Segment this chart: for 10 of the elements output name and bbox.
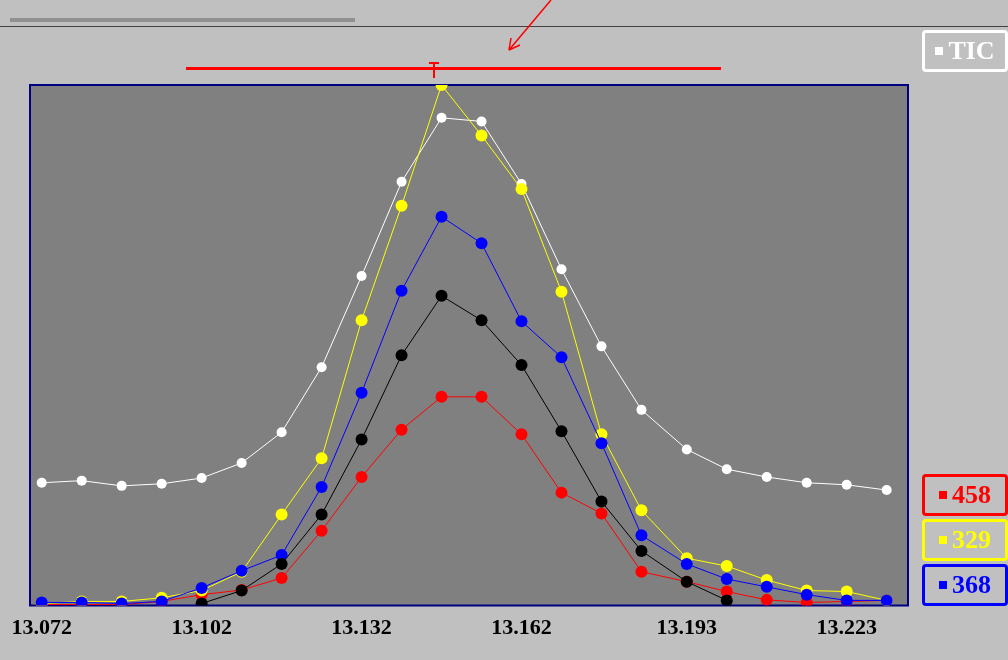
legend-label: 329: [952, 525, 991, 555]
x-tick-label: 13.193: [656, 614, 718, 640]
x-tick-label: 13.102: [171, 614, 232, 640]
legend-label: 458: [952, 480, 991, 510]
x-tick-label: 13.162: [491, 614, 552, 640]
x-tick-label: 13.223: [816, 614, 877, 640]
legend-label: 368: [952, 570, 991, 600]
legend-label: TIC: [948, 36, 995, 66]
x-tick-label: 13.132: [331, 614, 392, 640]
x-tick-label: 13.072: [11, 614, 72, 640]
